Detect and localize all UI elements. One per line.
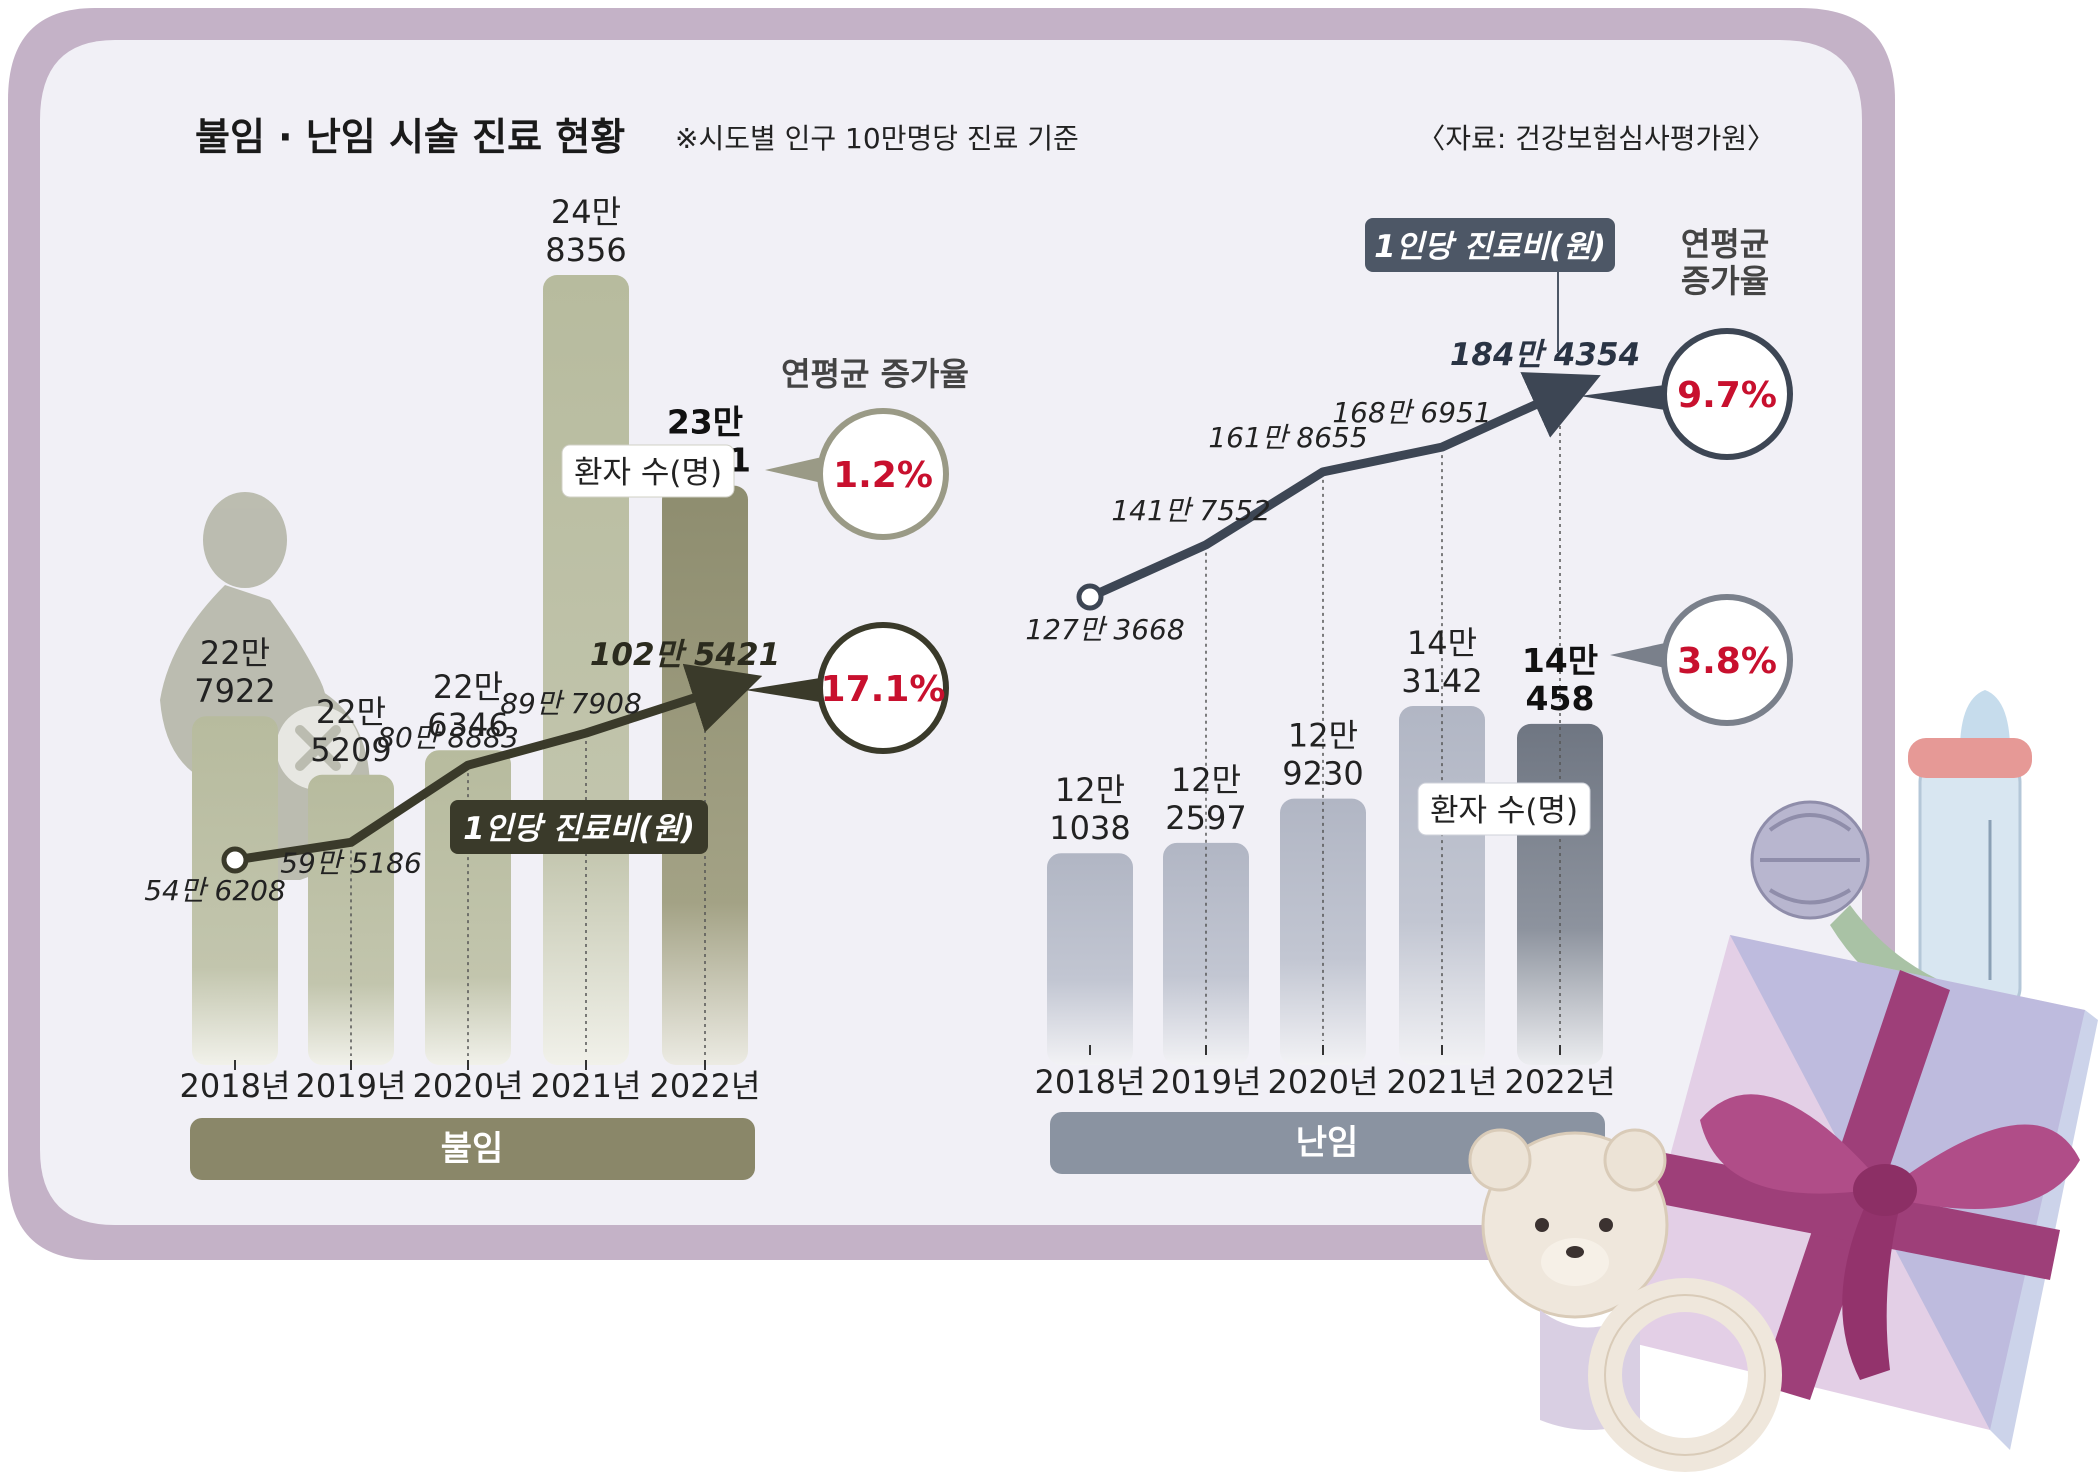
sub-year-label-3: 2020년 bbox=[1268, 1063, 1379, 1101]
patients-tag-left-label: 환자 수(명) bbox=[574, 455, 722, 491]
sub-bar-label-5-b: 458 bbox=[1526, 679, 1595, 718]
sub-bar-label-4-b: 3142 bbox=[1401, 662, 1482, 700]
inf-bar-label-5-a: 23만 bbox=[667, 403, 743, 442]
band-subfertility-label: 난임 bbox=[1296, 1123, 1359, 1163]
sub-bar-4 bbox=[1399, 706, 1485, 1065]
inf-cost-label-2: 59만 5186 bbox=[280, 846, 422, 879]
sub-cost-line bbox=[1088, 372, 1601, 602]
inf-year-label-3: 2020년 bbox=[413, 1067, 524, 1105]
sub-year-label-1: 2018년 bbox=[1035, 1063, 1146, 1101]
baby-bottle-icon bbox=[1908, 690, 2032, 1012]
sub-bar-5 bbox=[1517, 723, 1603, 1065]
growth-right-patients-value: 3.8% bbox=[1677, 641, 1777, 682]
patients-tag-right-label: 환자 수(명) bbox=[1430, 793, 1578, 829]
inf-bar-label-4-b: 8356 bbox=[545, 231, 626, 269]
sub-bar-label-3-a: 12만 bbox=[1288, 717, 1358, 755]
sub-cost-start-point bbox=[1076, 583, 1104, 611]
sub-year-label-2: 2019년 bbox=[1151, 1063, 1262, 1101]
growth-label-right-1: 연평균 bbox=[1681, 225, 1769, 263]
sub-cost-label-1: 127만 3668 bbox=[1025, 613, 1184, 646]
inf-cost-line bbox=[234, 663, 763, 865]
growth-left-cost-value: 17.1% bbox=[821, 669, 946, 710]
inf-bar-label-2-b: 5209 bbox=[310, 731, 391, 769]
inf-bar-label-1-b: 7922 bbox=[194, 672, 275, 710]
growth-left-patients-value: 1.2% bbox=[833, 455, 933, 496]
note-text: ※시도별 인구 10만명당 진료 기준 bbox=[675, 122, 1079, 155]
sub-bar-label-4-a: 14만 bbox=[1407, 624, 1477, 662]
sub-cost-label-2: 141만 7552 bbox=[1111, 494, 1270, 527]
cost-tag-left: 1인당 진료비(원) bbox=[450, 800, 708, 854]
growth-label-right-2: 증가율 bbox=[1681, 262, 1769, 300]
growth-label-left: 연평균 증가율 bbox=[781, 355, 969, 393]
page-title: 불임 · 난임 시술 진료 현황 bbox=[195, 115, 625, 159]
inf-cost-label-1: 54만 6208 bbox=[144, 874, 286, 907]
growth-bubble-left-patients: 1.2% bbox=[765, 408, 949, 540]
inf-cost-label-4: 89만 7908 bbox=[500, 687, 642, 720]
patients-tag-right: 환자 수(명) bbox=[1417, 782, 1591, 836]
sub-cost-label-5: 184만 4354 bbox=[1450, 337, 1640, 373]
patients-tag-left: 환자 수(명) bbox=[561, 444, 735, 498]
inf-bar-label-4-a: 24만 bbox=[551, 193, 621, 231]
inf-bar-5 bbox=[662, 485, 748, 1065]
sub-bar-label-2-b: 2597 bbox=[1165, 799, 1246, 837]
sub-bar-1 bbox=[1047, 853, 1133, 1065]
cost-tag-left-label: 1인당 진료비(원) bbox=[463, 811, 695, 847]
baby-gifts-illustration bbox=[1468, 690, 2098, 1472]
inf-cost-start-point bbox=[221, 846, 249, 874]
sub-year-label-4: 2021년 bbox=[1387, 1063, 1498, 1101]
inf-year-label-1: 2018년 bbox=[180, 1067, 291, 1105]
sub-bar-label-5-a: 14만 bbox=[1522, 641, 1598, 680]
inf-bar-label-3-b: 6346 bbox=[427, 706, 508, 744]
cost-tag-right: 1인당 진료비(원) bbox=[1365, 218, 1615, 352]
sub-bar-label-1-a: 12만 bbox=[1055, 771, 1125, 809]
band-subfertility: 난임 bbox=[1050, 1112, 1605, 1174]
sub-bar-label-1-b: 1038 bbox=[1049, 809, 1130, 847]
sub-bar-label-3-b: 9230 bbox=[1282, 755, 1363, 793]
inf-year-label-2: 2019년 bbox=[296, 1067, 407, 1105]
inf-year-label-4: 2021년 bbox=[531, 1067, 642, 1105]
growth-bubble-right-cost: 9.7% bbox=[1580, 328, 1793, 460]
growth-right-cost-value: 9.7% bbox=[1677, 375, 1777, 416]
source-text: 〈자료: 건강보험심사평가원〉 bbox=[1417, 122, 1775, 155]
sub-bar-3 bbox=[1280, 798, 1366, 1065]
inf-bar-1 bbox=[192, 716, 278, 1065]
growth-bubble-right-patients: 3.8% bbox=[1610, 594, 1793, 726]
inf-cost-label-3: 80만 8883 bbox=[377, 721, 519, 754]
band-infertility: 불임 bbox=[190, 1118, 755, 1180]
inf-bar-label-3-a: 22만 bbox=[433, 668, 503, 706]
sub-cost-label-3: 161만 8655 bbox=[1208, 421, 1367, 454]
band-infertility-label: 불임 bbox=[441, 1129, 504, 1169]
sub-bar-label-2-a: 12만 bbox=[1171, 761, 1241, 799]
inf-bar-label-1-a: 22만 bbox=[200, 634, 270, 672]
inf-year-label-5: 2022년 bbox=[650, 1067, 761, 1105]
growth-bubble-left-cost: 17.1% bbox=[745, 622, 949, 754]
teddy-bear-rattle-icon bbox=[1468, 1128, 1782, 1472]
sub-cost-label-4: 168만 6951 bbox=[1332, 396, 1491, 429]
inf-bar-label-2-a: 22만 bbox=[316, 693, 386, 731]
cost-tag-right-label: 1인당 진료비(원) bbox=[1374, 229, 1606, 265]
inf-cost-label-5: 102만 5421 bbox=[590, 637, 780, 673]
sub-year-label-5: 2022년 bbox=[1505, 1063, 1616, 1101]
